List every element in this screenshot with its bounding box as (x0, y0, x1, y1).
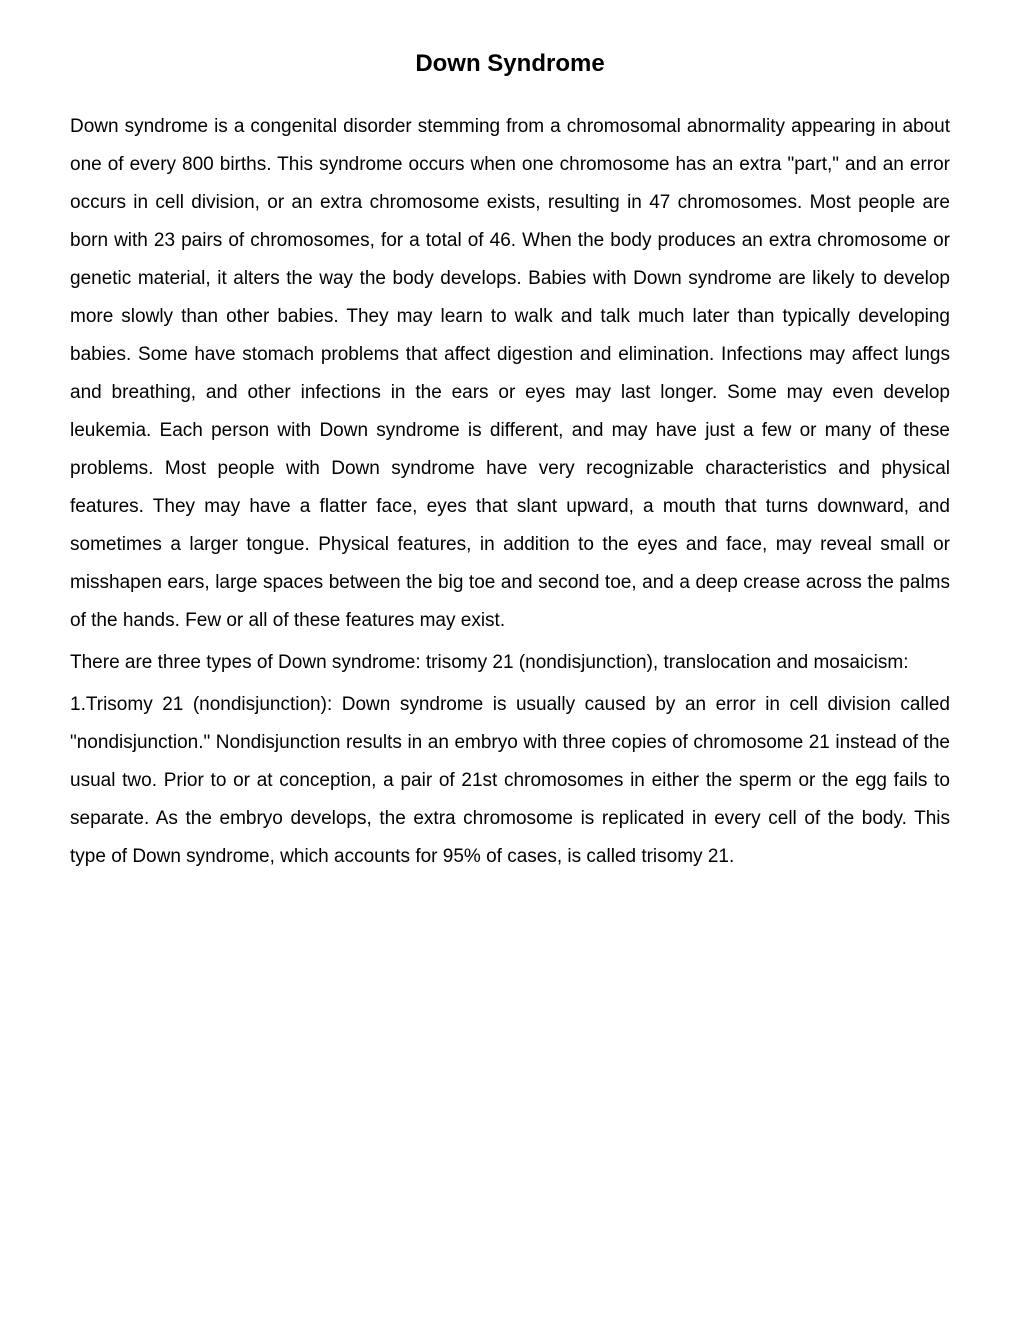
document-title: Down Syndrome (70, 50, 950, 78)
document-body: Down syndrome is a congenital disorder s… (70, 108, 950, 876)
paragraph-types-intro: There are three types of Down syndrome: … (70, 644, 950, 682)
paragraph-trisomy21: 1.Trisomy 21 (nondisjunction): Down synd… (70, 686, 950, 876)
paragraph-intro: Down syndrome is a congenital disorder s… (70, 108, 950, 640)
